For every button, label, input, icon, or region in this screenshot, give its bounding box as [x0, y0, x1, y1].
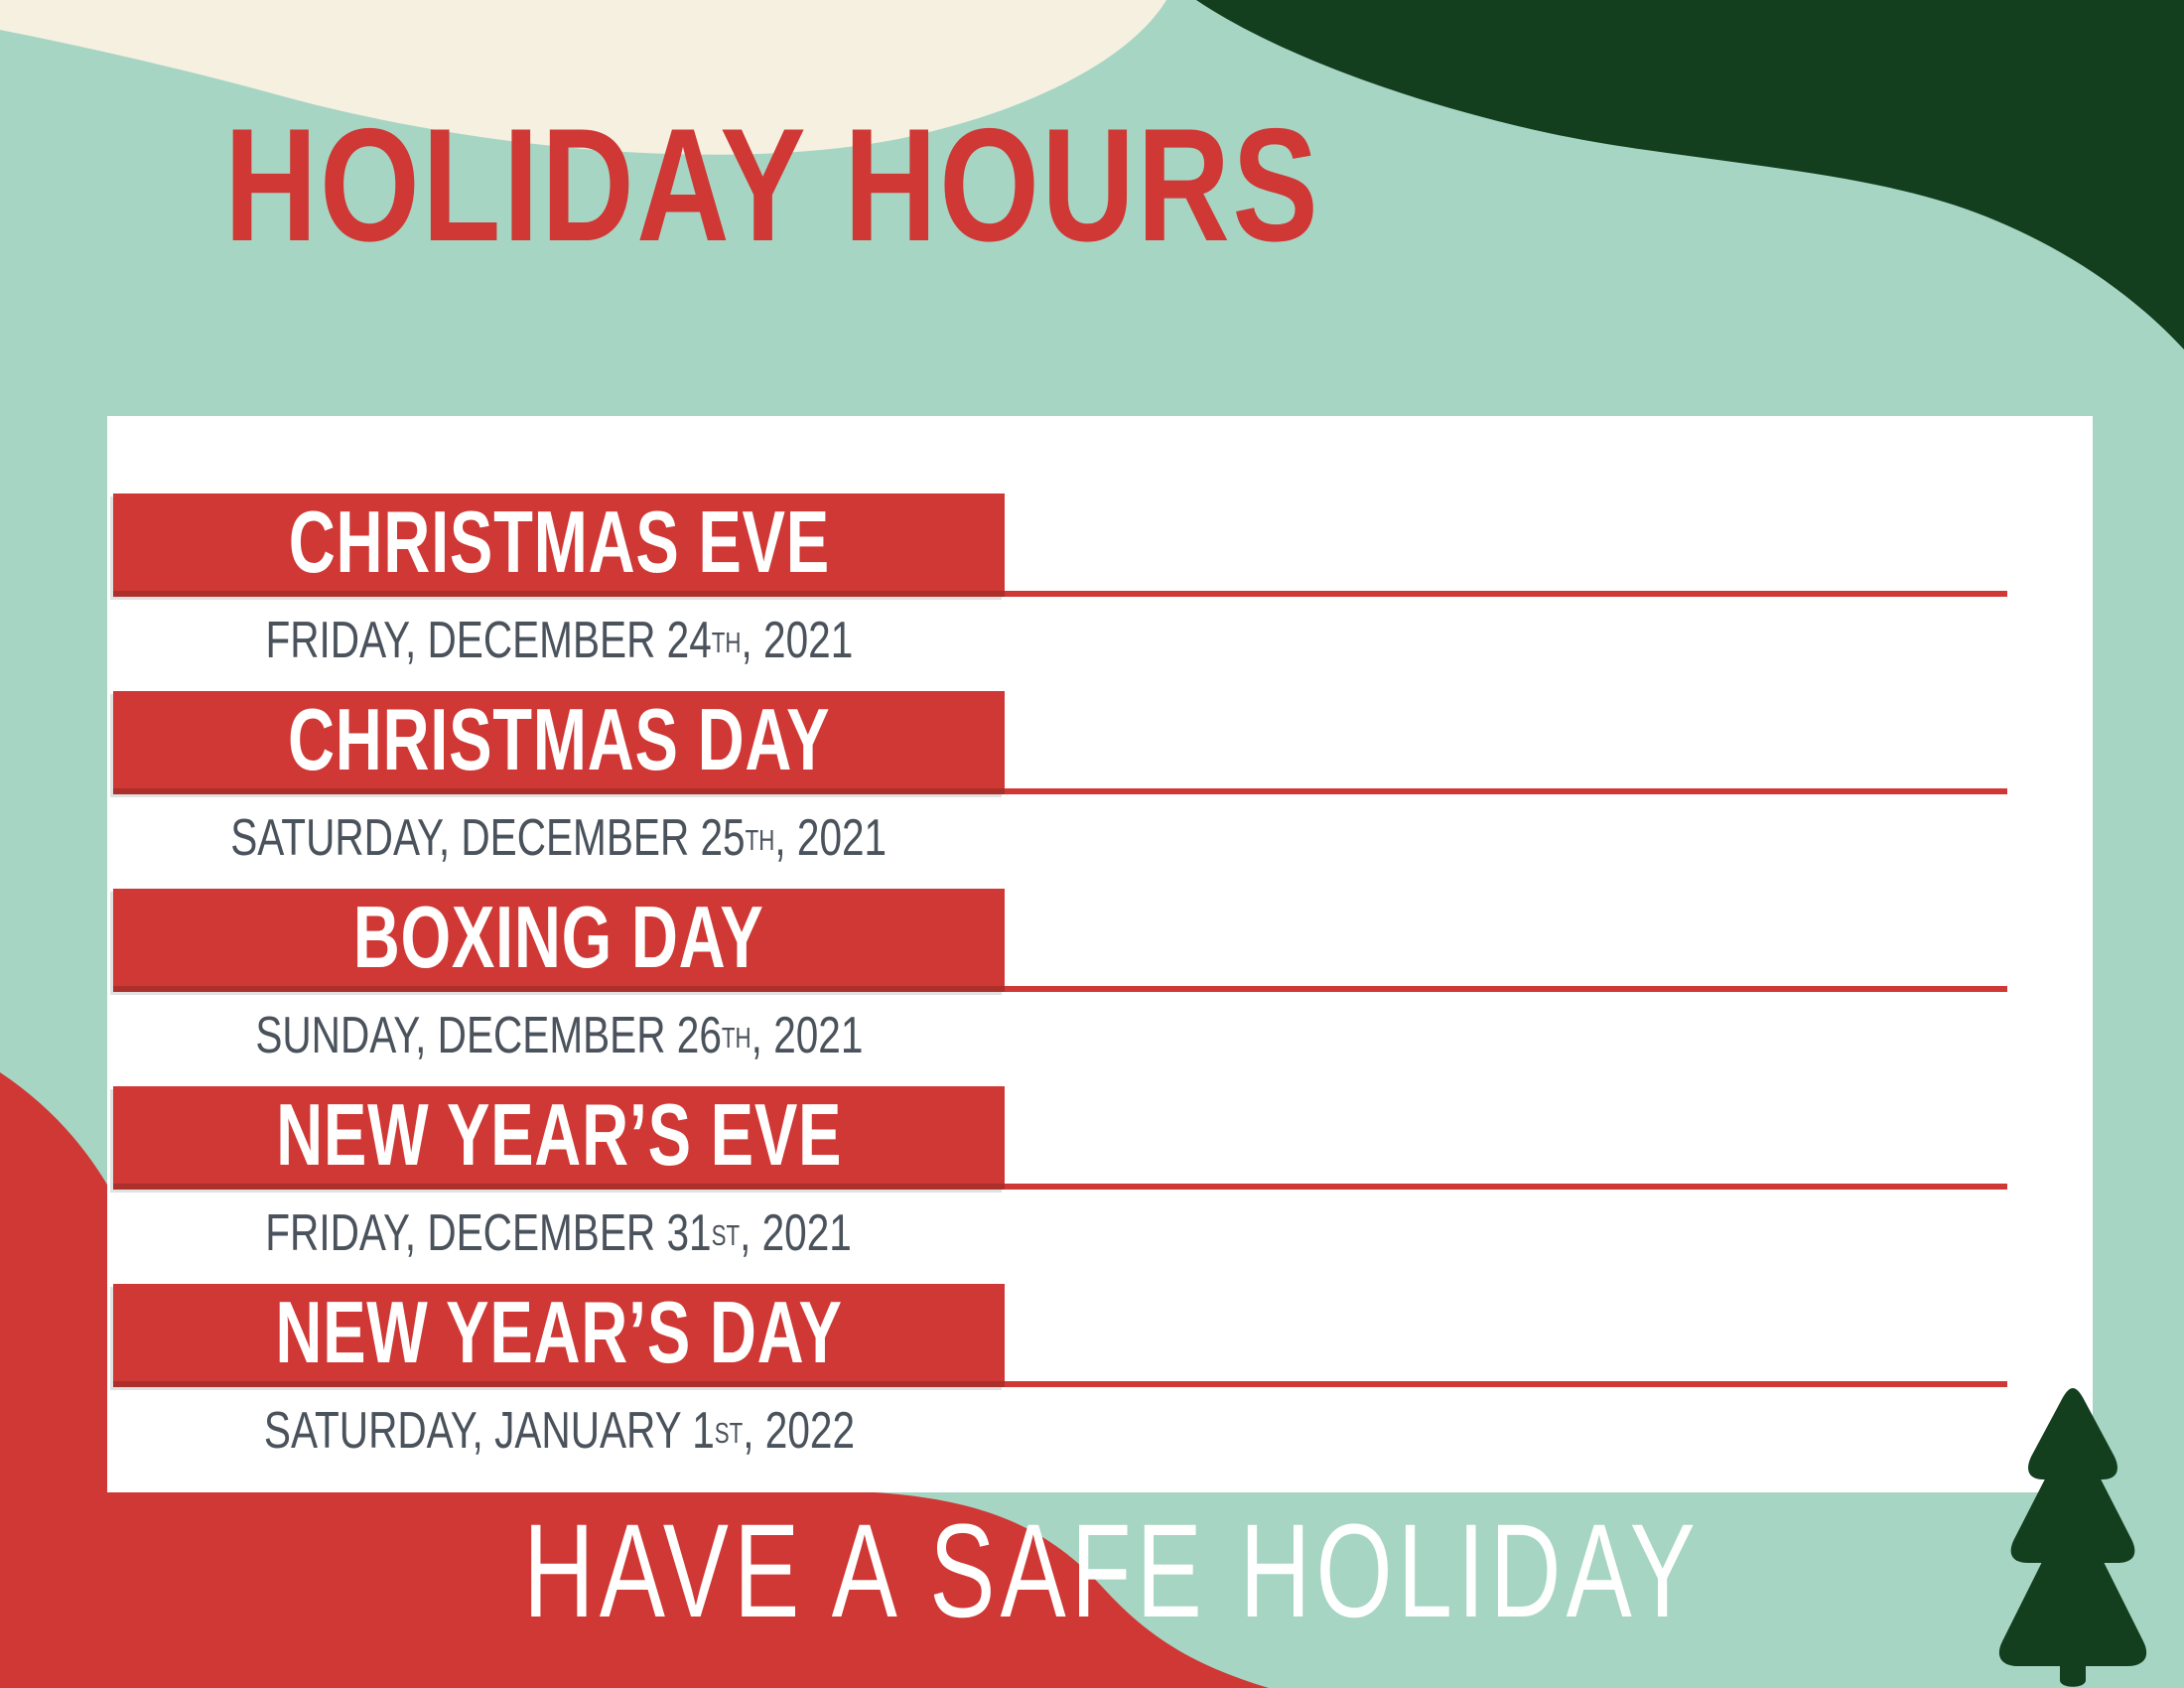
footer-message: HAVE A SAFE HOLIDAY: [523, 1497, 1701, 1645]
hours-write-in-line: [1005, 1381, 2007, 1387]
hours-write-in-line: [1005, 986, 2007, 992]
holiday-banner-christmas-eve: CHRISTMAS EVE: [113, 493, 1005, 597]
page-title: HOLIDAY HOURS: [224, 95, 1321, 275]
holiday-banner-christmas-day: CHRISTMAS DAY: [113, 691, 1005, 794]
holiday-banner-label: CHRISTMAS EVE: [288, 492, 830, 591]
date-year: , 2021: [751, 1007, 864, 1064]
date-year: , 2022: [742, 1402, 855, 1460]
date-text: FRIDAY, DECEMBER 24: [265, 612, 712, 669]
holiday-banner-new-years-eve: NEW YEAR’S EVE: [113, 1086, 1005, 1190]
holiday-hours-card: CHRISTMAS EVE FRIDAY, DECEMBER 24TH, 202…: [107, 416, 2093, 1492]
holiday-banner-label: NEW YEAR’S DAY: [275, 1283, 843, 1381]
holiday-banner-label: BOXING DAY: [353, 888, 764, 986]
date-ordinal: TH: [745, 825, 775, 858]
date-year: , 2021: [740, 1204, 853, 1262]
holiday-date: SATURDAY, JANUARY 1ST, 2022: [113, 1401, 1005, 1461]
holiday-banner-boxing-day: BOXING DAY: [113, 889, 1005, 992]
holiday-date: FRIDAY, DECEMBER 24TH, 2021: [113, 611, 1005, 670]
holiday-banner-label: CHRISTMAS DAY: [287, 690, 831, 788]
cream-blob-shape: [0, 0, 1166, 155]
date-ordinal: ST: [714, 1418, 743, 1451]
date-text: SATURDAY, DECEMBER 25: [230, 809, 746, 867]
date-ordinal: TH: [721, 1023, 751, 1055]
holiday-date: SATURDAY, DECEMBER 25TH, 2021: [113, 808, 1005, 868]
date-year: , 2021: [741, 612, 853, 669]
holiday-date: FRIDAY, DECEMBER 31ST, 2021: [113, 1203, 1005, 1263]
hours-write-in-line: [1005, 788, 2007, 794]
date-text: FRIDAY, DECEMBER 31: [265, 1204, 712, 1262]
date-ordinal: ST: [711, 1220, 741, 1253]
date-text: SATURDAY, JANUARY 1: [263, 1402, 715, 1460]
hours-write-in-line: [1005, 591, 2007, 597]
date-ordinal: TH: [711, 628, 742, 660]
holiday-date: SUNDAY, DECEMBER 26TH, 2021: [113, 1006, 1005, 1065]
red-blob-shape: [0, 1072, 1269, 1688]
date-text: SUNDAY, DECEMBER 26: [254, 1007, 722, 1064]
holiday-banner-label: NEW YEAR’S EVE: [275, 1085, 843, 1184]
hours-write-in-line: [1005, 1184, 2007, 1190]
holiday-banner-new-years-day: NEW YEAR’S DAY: [113, 1284, 1005, 1387]
date-year: , 2021: [774, 809, 887, 867]
evergreen-swoosh-shape: [1196, 0, 2184, 350]
christmas-tree-icon: [1998, 1388, 2147, 1687]
